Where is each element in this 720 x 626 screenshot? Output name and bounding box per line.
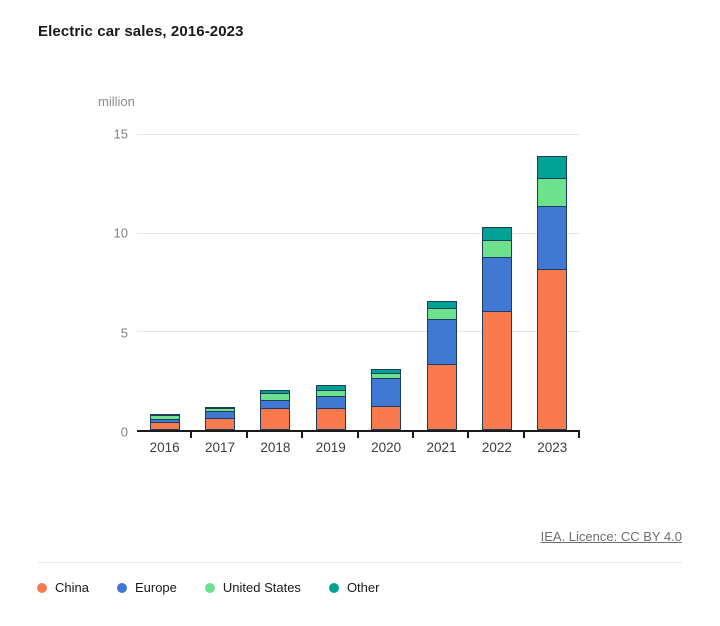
x-axis-tick-label: 2019 — [315, 440, 346, 455]
bar-segment-united-states[interactable] — [371, 373, 402, 380]
bar-segment-china[interactable] — [205, 418, 236, 430]
bar-2019 — [315, 134, 346, 430]
x-axis-tick — [190, 430, 193, 438]
x-axis-tick-label: 2020 — [371, 440, 402, 455]
license-link[interactable]: IEA. Licence: CC BY 4.0 — [540, 529, 682, 544]
legend-divider — [38, 562, 682, 563]
bar-segment-other[interactable] — [205, 406, 236, 409]
bar-2023 — [537, 134, 568, 430]
bar-slot-2017 — [192, 134, 247, 430]
bar-slot-2022 — [469, 134, 524, 430]
bar-segment-other[interactable] — [537, 155, 568, 180]
bar-2021 — [426, 134, 457, 430]
legend-label: United States — [222, 580, 301, 595]
bar-segment-united-states[interactable] — [205, 408, 236, 413]
bar-segment-united-states[interactable] — [426, 308, 457, 320]
bar-segment-united-states[interactable] — [260, 394, 291, 402]
legend-dot-china — [37, 582, 47, 593]
x-axis-tick — [301, 430, 304, 438]
y-axis-tick-label: 15 — [113, 126, 128, 142]
x-axis-tick-label: 2017 — [205, 440, 236, 455]
plot-area: 2016 2017 2018 2019 2020 2021 2022 2023 — [137, 134, 580, 455]
bar-2020 — [371, 134, 402, 430]
bar-segment-europe[interactable] — [371, 379, 402, 408]
bar-segment-europe[interactable] — [149, 419, 180, 424]
bar-slot-2018 — [248, 134, 303, 430]
bar-2018 — [260, 134, 291, 430]
x-axis-tick-label: 2022 — [481, 440, 512, 455]
bar-slot-2020 — [359, 134, 414, 430]
x-axis-tick — [522, 430, 525, 438]
bar-slot-2016 — [137, 134, 192, 430]
bar-segment-other[interactable] — [260, 390, 291, 395]
bar-segment-china[interactable] — [481, 311, 512, 430]
legend-item-china[interactable]: China — [37, 580, 89, 595]
bar-segment-china[interactable] — [426, 364, 457, 430]
legend: China Europe United States Other — [37, 580, 379, 595]
bar-segment-other[interactable] — [371, 369, 402, 374]
bar-segment-other[interactable] — [315, 385, 346, 391]
bar-segment-europe[interactable] — [481, 258, 512, 312]
bar-segment-united-states[interactable] — [315, 390, 346, 398]
x-axis-tick — [467, 430, 470, 438]
bar-segment-europe[interactable] — [260, 401, 291, 410]
bar-2016 — [149, 134, 180, 430]
x-axis-tick-label: 2021 — [426, 440, 457, 455]
y-axis-tick-label: 0 — [120, 424, 128, 440]
gridline-15 — [137, 134, 580, 135]
bar-2017 — [205, 134, 236, 430]
legend-dot-united-states — [204, 582, 215, 593]
bar-slot-2023 — [525, 134, 580, 430]
chart-title: Electric car sales, 2016-2023 — [38, 23, 244, 40]
bar-slot-2021 — [414, 134, 469, 430]
legend-label: Europe — [134, 580, 177, 595]
legend-label: Other — [346, 580, 380, 595]
bar-segment-united-states[interactable] — [149, 416, 180, 420]
gridline-5 — [137, 331, 580, 333]
bar-segment-europe[interactable] — [537, 207, 568, 271]
x-axis-tick-label: 2018 — [260, 440, 291, 455]
legend-item-europe[interactable]: Europe — [116, 580, 177, 595]
bar-segment-china[interactable] — [371, 407, 402, 430]
bar-segment-other[interactable] — [149, 414, 180, 417]
x-axis-tick — [356, 430, 359, 438]
y-axis-unit-label: million — [98, 94, 135, 109]
legend-dot-europe — [116, 582, 127, 593]
bar-segment-europe[interactable] — [205, 412, 236, 419]
gridline-10 — [137, 232, 580, 234]
bar-segment-europe[interactable] — [426, 319, 457, 365]
x-axis-tick-label: 2023 — [537, 440, 568, 455]
x-axis-tick-label: 2016 — [149, 440, 180, 455]
bar-slot-2019 — [303, 134, 358, 430]
legend-item-united-states[interactable]: United States — [204, 580, 301, 595]
x-axis-tick — [245, 430, 248, 438]
x-axis-tick — [578, 430, 580, 438]
y-axis: 0 5 10 15 — [60, 127, 128, 440]
bar-2022 — [481, 134, 512, 430]
bar-segment-china[interactable] — [537, 270, 568, 430]
y-axis-tick-label: 10 — [113, 225, 128, 241]
bar-segment-china[interactable] — [315, 409, 346, 430]
bar-segment-europe[interactable] — [315, 397, 346, 410]
bar-segment-other[interactable] — [426, 300, 457, 309]
x-axis-tick — [411, 430, 414, 438]
legend-item-other[interactable]: Other — [328, 580, 380, 595]
bar-segment-china[interactable] — [260, 409, 291, 430]
bar-segment-united-states[interactable] — [481, 240, 512, 259]
bar-segment-united-states[interactable] — [537, 179, 568, 208]
bar-segment-china[interactable] — [149, 423, 180, 430]
legend-label: China — [55, 580, 89, 595]
y-axis-tick-label: 5 — [120, 325, 128, 341]
legend-dot-other — [328, 582, 339, 593]
bar-segment-other[interactable] — [481, 226, 512, 241]
